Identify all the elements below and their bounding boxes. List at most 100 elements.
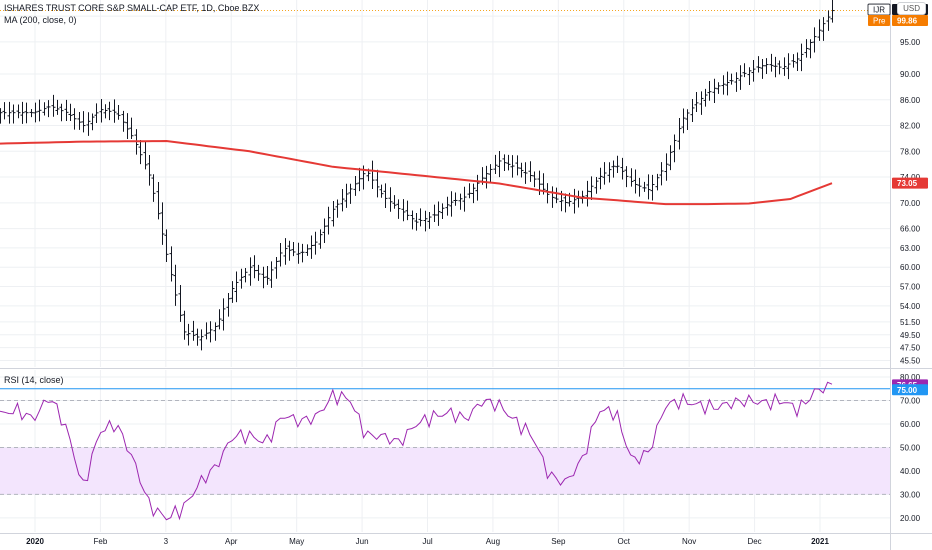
ohlc-bar xyxy=(523,162,528,184)
ohlc-bar xyxy=(173,264,178,306)
time-tick-label: Feb xyxy=(94,537,108,546)
rsi-tick-label: 60.00 xyxy=(900,420,921,429)
ohlc-bar xyxy=(55,99,60,115)
ohlc-bar xyxy=(326,206,331,235)
ohlc-bar xyxy=(436,201,441,226)
ohlc-bar xyxy=(151,174,156,202)
ohlc-bar xyxy=(502,154,507,172)
ohlc-bar xyxy=(445,196,450,216)
ohlc-bar xyxy=(353,175,358,196)
ohlc-bar xyxy=(725,71,730,96)
ohlc-bar xyxy=(182,310,187,340)
ohlc-bars xyxy=(0,0,835,351)
price-tick-label: 70.00 xyxy=(900,199,921,208)
ohlc-bar xyxy=(729,73,734,85)
ohlc-bar xyxy=(629,168,634,187)
ohlc-bar xyxy=(510,155,515,178)
ohlc-bar xyxy=(86,112,91,136)
ohlc-bar xyxy=(213,322,218,341)
time-tick-label: Jun xyxy=(356,537,369,546)
rsi-tick-label: 40.00 xyxy=(900,467,921,476)
ohlc-bar xyxy=(287,240,292,261)
ohlc-bar xyxy=(721,75,726,95)
ohlc-bar xyxy=(344,183,349,208)
ohlc-bar xyxy=(129,117,134,140)
ohlc-bar xyxy=(707,81,712,101)
price-tick-label: 78.00 xyxy=(900,147,921,156)
ohlc-bar xyxy=(764,58,769,75)
price-tick-label: 49.50 xyxy=(900,331,921,340)
price-tick-label: 47.50 xyxy=(900,344,921,353)
ohlc-bar xyxy=(81,111,86,133)
rsi-line xyxy=(0,381,833,521)
ohlc-bar xyxy=(296,242,301,264)
ohlc-bar xyxy=(493,154,498,174)
ohlc-bar xyxy=(747,67,752,85)
ohlc-bar xyxy=(471,183,476,204)
symbol-legend: ISHARES TRUST CORE S&P SMALL-CAP ETF, 1D… xyxy=(4,2,259,14)
ohlc-bar xyxy=(0,108,3,124)
ma-legend: MA (200, close, 0) xyxy=(4,14,77,26)
ohlc-bar xyxy=(804,39,809,58)
ohlc-bar xyxy=(791,54,796,68)
price-tick-label: 82.00 xyxy=(900,122,921,131)
ohlc-bar xyxy=(532,171,537,188)
pre-tag-label: Pre xyxy=(873,17,886,26)
ohlc-bar xyxy=(563,193,568,213)
rsi-tick-label: 70.00 xyxy=(900,397,921,406)
ohlc-bar xyxy=(164,229,169,262)
ohlc-bar xyxy=(16,104,21,119)
ohlc-bar xyxy=(68,103,73,122)
currency-button[interactable]: USD xyxy=(897,2,926,15)
ohlc-bar xyxy=(335,199,340,218)
ma-tag: 73.05 xyxy=(892,177,928,189)
price-tick-label: 51.50 xyxy=(900,318,921,327)
ohlc-bar xyxy=(125,113,130,139)
pre-tag-value: 99.86 xyxy=(897,17,918,26)
rsi-label: RSI (14, close) xyxy=(4,375,64,385)
ohlc-bar xyxy=(782,57,787,76)
ohlc-bar xyxy=(94,103,99,124)
ohlc-bar xyxy=(576,190,581,208)
ohlc-bar xyxy=(642,181,647,192)
ohlc-bar xyxy=(283,238,288,265)
ohlc-bar xyxy=(261,266,266,289)
ohlc-bar xyxy=(72,108,77,130)
ohlc-bar xyxy=(664,153,669,181)
ohlc-bar xyxy=(379,184,384,198)
price-tick-label: 90.00 xyxy=(900,70,921,79)
ohlc-bar xyxy=(90,113,95,131)
price-tick-label: 66.00 xyxy=(900,225,921,234)
ohlc-bar xyxy=(598,167,603,190)
ohlc-bar xyxy=(143,141,148,170)
ohlc-bar xyxy=(449,191,454,217)
ohlc-bar xyxy=(423,210,428,232)
ohlc-bar xyxy=(208,321,213,343)
ohlc-bar xyxy=(488,164,493,184)
ohlc-bar xyxy=(607,162,612,183)
ohlc-bar xyxy=(742,63,747,78)
price-tick-label: 57.00 xyxy=(900,283,921,292)
ohlc-bar xyxy=(602,162,607,185)
ohlc-bar xyxy=(191,320,196,341)
time-tick-label: Nov xyxy=(682,537,696,546)
ohlc-bar xyxy=(685,109,690,130)
ohlc-bar xyxy=(2,102,7,120)
ohlc-bar xyxy=(46,100,51,118)
ohlc-bar xyxy=(217,309,222,330)
pre-tag: Pre 99.86 xyxy=(868,15,928,27)
ohlc-bar xyxy=(291,242,296,257)
ohlc-bar xyxy=(278,243,283,267)
ohlc-bar xyxy=(370,160,375,189)
ohlc-bar xyxy=(29,109,34,118)
ohlc-bar xyxy=(646,174,651,200)
ohlc-bar xyxy=(703,88,708,107)
ohlc-bar xyxy=(37,99,42,122)
ohlc-bar xyxy=(199,329,204,351)
time-tick-label: Dec xyxy=(747,537,761,546)
time-tick-label: Oct xyxy=(618,537,631,546)
ohlc-bar xyxy=(221,298,226,331)
ohlc-bar xyxy=(147,154,152,186)
